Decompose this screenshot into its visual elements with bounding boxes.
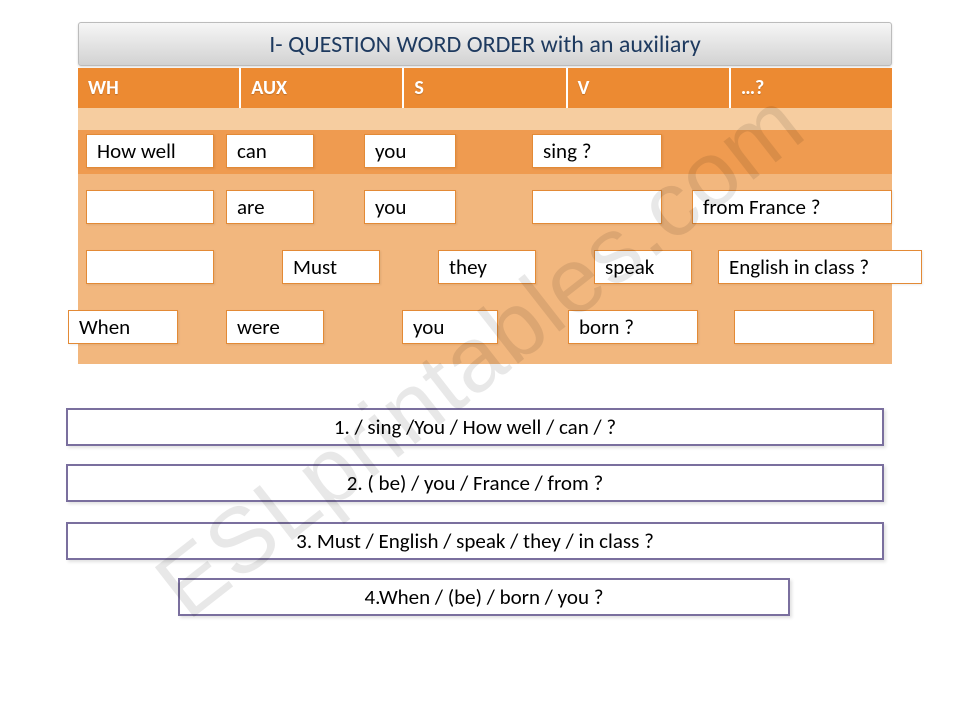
table-cell: English in class ? [718, 250, 922, 284]
table-cell: Must [282, 250, 380, 284]
worksheet: I- QUESTION WORD ORDER with an auxiliary… [78, 22, 892, 364]
table-cell [532, 190, 662, 224]
table-header-row: WH AUX S V …? [78, 68, 892, 108]
header-aux: AUX [241, 68, 404, 108]
table-cell: born ? [568, 310, 698, 344]
table-cell [86, 250, 214, 284]
table-cell: can [226, 134, 314, 168]
table-cell: from France ? [692, 190, 892, 224]
table-cell: are [226, 190, 314, 224]
exercise-item: 2. ( be) / you / France / from ? [66, 464, 884, 502]
table-cell: you [402, 310, 498, 344]
header-s: S [404, 68, 567, 108]
table-cell: How well [86, 134, 214, 168]
title-bar: I- QUESTION WORD ORDER with an auxiliary [78, 22, 892, 66]
exercise-item: 4.When / (be) / born / you ? [178, 578, 790, 616]
table-cell [734, 310, 874, 344]
table-cell: you [364, 134, 456, 168]
exercise-item: 3. Must / English / speak / they / in cl… [66, 522, 884, 560]
page-title: I- QUESTION WORD ORDER with an auxiliary [269, 30, 700, 59]
table-cell [86, 190, 214, 224]
table-cell: When [68, 310, 178, 344]
band-stripe [78, 108, 892, 130]
table-cell: you [364, 190, 456, 224]
table-cell: speak [594, 250, 692, 284]
exercise-item: 1. / sing /You / How well / can / ? [66, 408, 884, 446]
header-wh: WH [78, 68, 241, 108]
table-cell: sing ? [532, 134, 662, 168]
table-cell: were [226, 310, 324, 344]
table-body: How well can you sing ? are you from France ? M… [78, 108, 892, 364]
table-cell: they [438, 250, 536, 284]
header-v: V [568, 68, 731, 108]
header-rest: …? [731, 68, 892, 108]
